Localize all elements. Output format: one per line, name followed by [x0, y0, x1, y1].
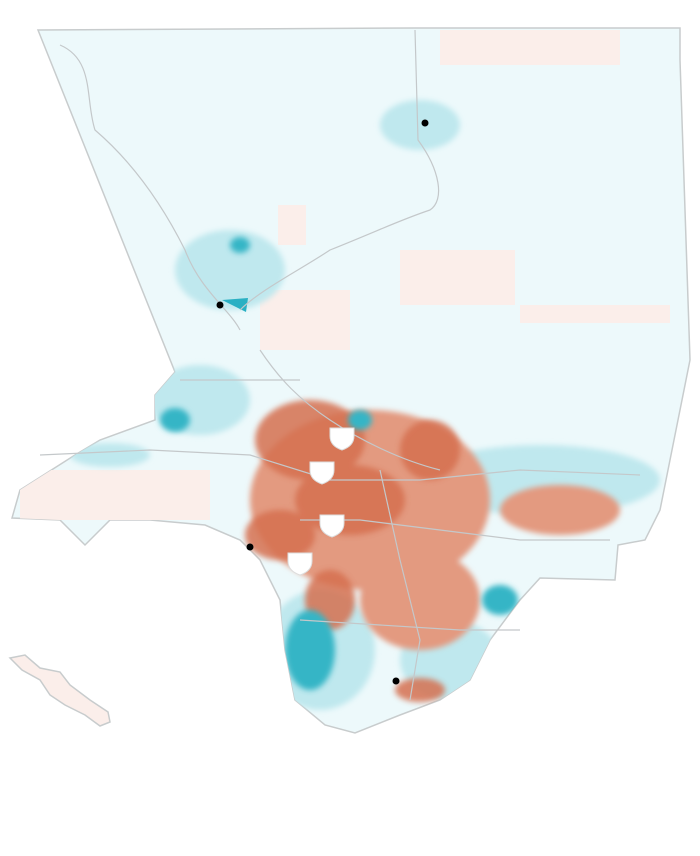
city-dot [216, 301, 224, 309]
city-dots [216, 119, 429, 685]
county-area [11, 27, 691, 734]
city-dot [392, 677, 400, 685]
city-dot [246, 543, 254, 551]
city-dot [421, 119, 429, 127]
shields [287, 427, 355, 576]
pale-areas [20, 30, 670, 520]
teal-dark [160, 237, 518, 690]
island [8, 654, 111, 727]
